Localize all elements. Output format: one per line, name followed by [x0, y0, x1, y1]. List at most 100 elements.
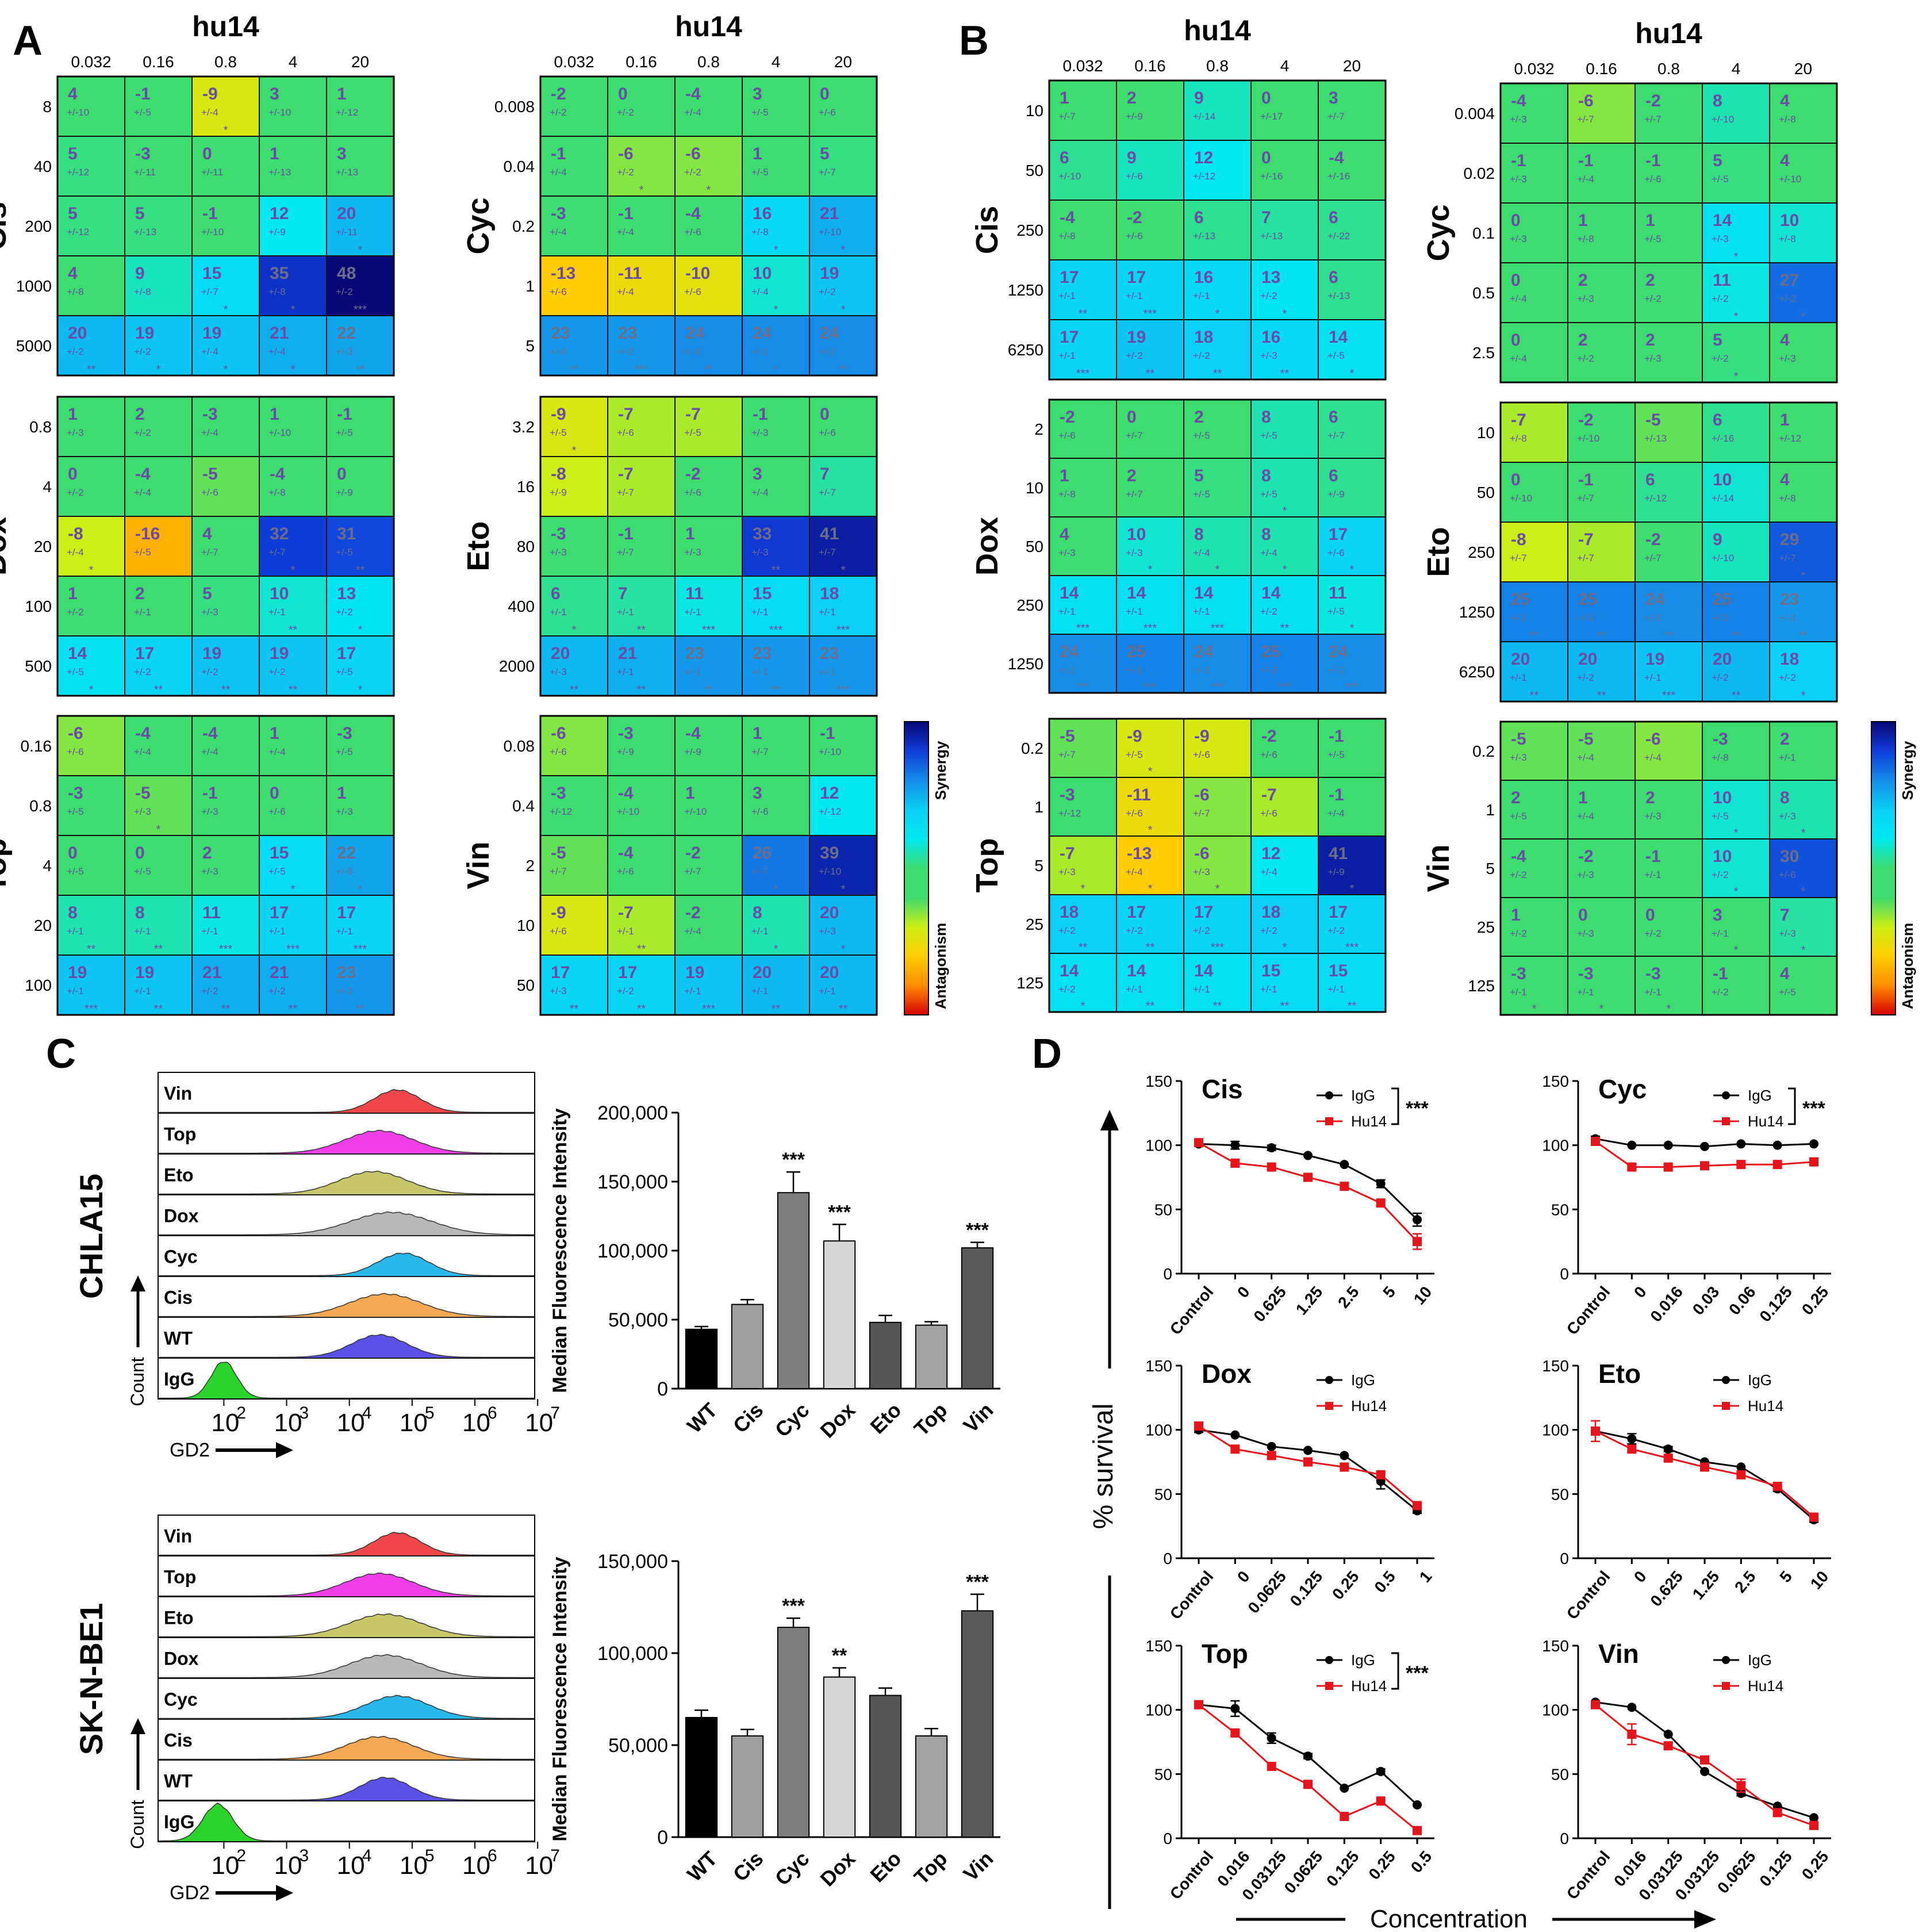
- survival-y-tick-label: 0: [1163, 1550, 1172, 1567]
- survival-x-tick-label: 2.5: [1731, 1567, 1759, 1596]
- flow-histogram-label: Vin: [164, 1526, 192, 1547]
- heatmap-cell-sig: **: [356, 363, 365, 376]
- flow-histogram-label: Dox: [164, 1649, 199, 1669]
- heatmap-cell-sd: +/-6: [1779, 869, 1796, 880]
- heatmap-cell-sd: +/-3: [819, 926, 836, 937]
- heatmap-cell-value: -6: [1194, 844, 1210, 863]
- bar-chart-chla15: 0 50,000 100,000 150,000 200,000 Median Fluor…: [549, 1102, 1000, 1443]
- heatmap-cell-sd: +/-6: [819, 427, 836, 438]
- survival-point-igg: [1736, 1139, 1746, 1149]
- heatmap-cell-value: 35: [270, 264, 289, 283]
- heatmap-cell-sig: **: [1530, 630, 1539, 642]
- survival-point-hu14: [1736, 1470, 1746, 1479]
- heatmap-cell-value: 3: [753, 784, 762, 803]
- survival-x-tick-label: 0: [1630, 1567, 1650, 1586]
- heatmap-cell-sig: *: [1350, 622, 1355, 635]
- heatmap-cell-value: 19: [68, 963, 87, 982]
- heatmap-cell-value: 17: [270, 903, 289, 922]
- heatmap-cell-value: 11: [1329, 584, 1347, 603]
- heatmap-cell-sd: +/-5: [336, 427, 353, 438]
- heatmap-cell-sd: +/-1: [819, 607, 836, 618]
- heatmap-b-vin: Vin 0.2 1 5 25 125 -5 +/-3 -5 +/-4 -6 +/-4 -3 +/-8 2 +/…: [1421, 720, 1838, 1016]
- heatmap-cell-value: -4: [618, 844, 634, 862]
- flow-x-tick-base: 10: [274, 1851, 302, 1880]
- heatmap-cell-sig: **: [154, 1003, 163, 1015]
- heatmap-cell-sd: +/-1: [751, 346, 769, 357]
- heatmap-cell-sd: +/-2: [1327, 925, 1345, 936]
- heatmap-cell-sig: *: [1283, 308, 1287, 320]
- heatmap-cell-value: -5: [202, 465, 218, 484]
- flow-histogram-label: Top: [164, 1567, 196, 1588]
- survival-point-hu14: [1340, 1812, 1349, 1822]
- heatmap-cell-value: 0: [1511, 331, 1521, 350]
- heatmap-cell-sd: +/-1: [684, 986, 701, 996]
- heatmap-cell-value: -4: [1511, 91, 1526, 110]
- heatmap-cell-sd: +/-9: [1327, 489, 1345, 500]
- heatmap-cell-sd: +/-3: [1779, 612, 1796, 623]
- flow-histogram-label: WT: [164, 1328, 193, 1349]
- survival-point-igg: [1267, 1733, 1276, 1743]
- heatmap-cell-value: -4: [202, 724, 218, 743]
- heatmap-cell-value: -5: [1060, 727, 1075, 746]
- heatmap-cell-sd: +/-5: [1712, 174, 1729, 185]
- heatmap-drug-label: Vin: [1421, 844, 1456, 892]
- heatmap-cell-sd: +/-2: [1712, 869, 1729, 880]
- heatmap-cell-sd: +/-1: [336, 926, 353, 937]
- heatmap-cell: [1634, 202, 1703, 263]
- heatmap-cell-sd: +/-9: [268, 227, 286, 237]
- heatmap-cell-sig: *: [572, 444, 577, 457]
- bar: [961, 1610, 994, 1838]
- heatmap-cell: [1250, 894, 1319, 954]
- heatmap-cell-value: 19: [135, 963, 154, 982]
- heatmap-cell: [1634, 897, 1703, 957]
- survival-point-igg: [1303, 1151, 1313, 1160]
- heatmap-border: [56, 75, 395, 377]
- heatmap-cell-value: -1: [1329, 785, 1344, 804]
- heatmap-cell-value: 25: [1578, 590, 1597, 609]
- heatmap-cell-sig: *: [572, 624, 577, 637]
- heatmap-cell-value: 0: [1578, 906, 1588, 925]
- heatmap-cell-sig: **: [1280, 367, 1290, 380]
- heatmap-cell: [540, 396, 608, 457]
- heatmap-cell-sd: +/-2: [1712, 672, 1729, 683]
- heatmap-cell-sd: +/-4: [201, 427, 218, 438]
- heatmap-cell: [1049, 399, 1117, 459]
- heatmap-cell-sd: +/-9: [1327, 867, 1345, 877]
- heatmap-row-tick: 1250: [1459, 603, 1495, 621]
- heatmap-cell-value: 22: [337, 324, 356, 343]
- heatmap-row-tick: 0.5: [1472, 284, 1495, 302]
- heatmap-cell-value: 12: [820, 784, 839, 803]
- heatmap-cell-value: -3: [1578, 964, 1594, 983]
- heatmap-cell-value: -1: [1645, 151, 1661, 170]
- heatmap-cell-sig: ***: [1662, 689, 1676, 702]
- heatmap-cell-sd: +/-1: [1712, 928, 1729, 939]
- heatmap-cell-value: 2: [1127, 466, 1137, 485]
- heatmap-cell-sig: *: [1215, 308, 1220, 320]
- bar-x-tick-label: Eto: [865, 1398, 905, 1438]
- heatmap-border: [56, 715, 395, 1016]
- heatmap-border: [539, 75, 878, 377]
- heatmap-cell-sd: +/-5: [134, 547, 151, 558]
- heatmap-cell-sig: **: [1597, 689, 1606, 702]
- survival-title: Cis: [1202, 1074, 1243, 1104]
- heatmap-row-tick: 50: [1026, 538, 1043, 555]
- heatmap-cell-sd: +/-2: [1193, 665, 1210, 676]
- heatmap-cell-sig: **: [570, 684, 579, 696]
- heatmap-cell-sd: +/-6: [1260, 808, 1277, 819]
- heatmap-cell-sd: +/-2: [1260, 290, 1277, 301]
- heatmap-cell-sig: **: [221, 1003, 231, 1015]
- heatmap-cell: [259, 635, 327, 696]
- heatmap-cell-value: 14: [1261, 584, 1281, 603]
- heatmap-row-tick: 250: [1016, 596, 1043, 614]
- heatmap-cell: [607, 954, 676, 1015]
- heatmap-cell-value: 27: [1780, 271, 1799, 290]
- heatmap-cell-sig: ***: [1144, 681, 1157, 693]
- survival-x-tick-label: 0.125: [1756, 1283, 1795, 1325]
- heatmap-cell: [1183, 634, 1252, 693]
- heatmap-col-tick: 0.16: [626, 53, 657, 71]
- heatmap-cell: [1769, 143, 1837, 204]
- heatmap-cell-value: 7: [820, 465, 830, 484]
- heatmap-cell-value: 4: [68, 85, 78, 103]
- heatmap-cell: [1318, 634, 1386, 693]
